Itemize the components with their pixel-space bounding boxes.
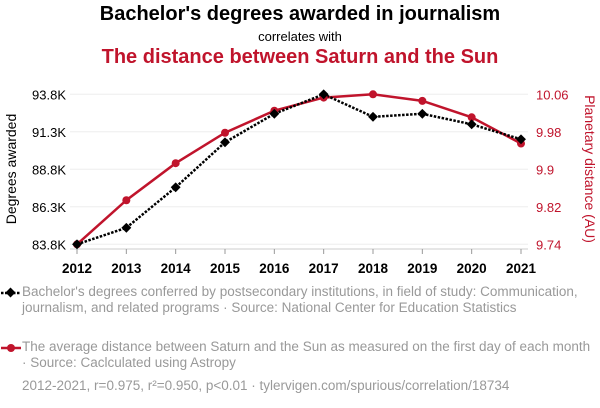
data-point-distance — [122, 196, 131, 205]
y-tick-right: 9.9 — [536, 162, 554, 177]
data-point-distance — [369, 90, 377, 99]
data-point-distance — [467, 113, 476, 122]
data-point-distance — [171, 159, 180, 168]
x-tick-label: 2016 — [259, 261, 290, 276]
y-tick-left: 91.3K — [32, 125, 66, 140]
y-axis-label-right: Planetary distance (AU) — [582, 95, 598, 243]
y-tick-left: 86.3K — [32, 200, 66, 215]
x-tick-label: 2020 — [457, 261, 487, 276]
data-point-degrees — [368, 111, 378, 122]
x-tick-label: 2015 — [210, 261, 241, 276]
y-tick-right: 9.98 — [536, 125, 561, 140]
x-tick-label: 2018 — [358, 261, 389, 276]
data-point-degrees — [170, 182, 181, 193]
x-tick-label: 2013 — [111, 261, 142, 276]
chart-title: Bachelor's degrees awarded in journalism — [99, 3, 501, 25]
data-point-degrees — [72, 239, 82, 250]
y-axis-label-left: Degrees awarded — [3, 114, 19, 225]
legend-circle-icon — [1, 344, 21, 352]
data-point-distance — [418, 96, 427, 105]
legend-item-2: The average distance between Saturn and … — [1, 339, 592, 371]
data-point-degrees — [516, 134, 526, 145]
legend-label-1: Bachelor's degrees conferred by postseco… — [22, 284, 578, 315]
data-point-degrees — [417, 108, 428, 119]
legend-label-2: The average distance between Saturn and … — [22, 339, 591, 370]
y-tick-right: 9.74 — [536, 237, 561, 252]
y-tick-right: 9.82 — [536, 200, 561, 215]
x-tick-label: 2019 — [407, 261, 437, 276]
x-tick-label: 2012 — [62, 261, 92, 276]
data-point-degrees — [466, 119, 477, 130]
legend-item-1: Bachelor's degrees conferred by postseco… — [1, 284, 592, 316]
data-point-degrees — [220, 137, 230, 148]
chart-title-2: The distance between Saturn and the Sun — [101, 46, 499, 68]
y-tick-left: 93.8K — [32, 87, 66, 102]
y-tick-right: 10.06 — [536, 87, 569, 102]
data-point-degrees — [121, 222, 132, 233]
chart-subtitle: correlates with — [258, 29, 342, 44]
plot-area: 83.8K 9.74 86.3K 9.82 88.8K 9.9 91.3K 9.98 93.8K… — [3, 87, 598, 276]
y-tick-left: 88.8K — [32, 162, 66, 177]
data-point-distance — [221, 128, 229, 137]
footer-stats: 2012-2021, r=0.975, r²=0.950, p<0.01 · t… — [22, 378, 510, 393]
series-line-degrees — [76, 92, 522, 246]
x-tick-label: 2014 — [161, 261, 192, 276]
x-tick-label: 2021 — [506, 261, 537, 276]
y-tick-left: 83.8K — [32, 237, 66, 252]
legend-diamond-icon — [1, 287, 21, 298]
x-tick-label: 2017 — [309, 261, 339, 276]
